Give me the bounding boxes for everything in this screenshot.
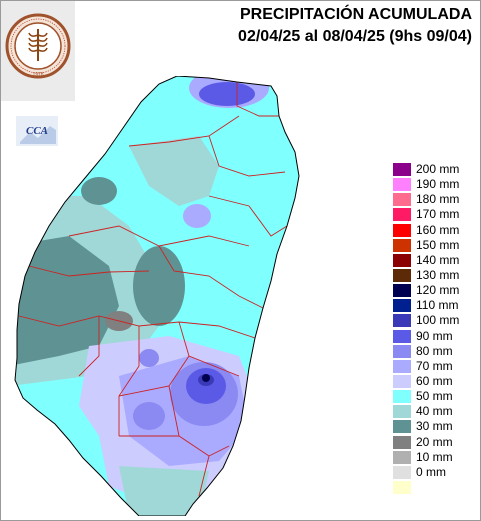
legend-item: 90 mm: [393, 329, 478, 344]
area-30mm-center: [133, 246, 185, 326]
legend-label: 150 mm: [416, 237, 460, 252]
legend-item: 10 mm: [393, 450, 478, 465]
area-40mm-north: [129, 136, 219, 206]
area-30mm-north: [81, 177, 117, 205]
legend-item: 100 mm: [393, 313, 478, 328]
legend-label: 100 mm: [416, 313, 460, 328]
legend-label: 190 mm: [416, 177, 460, 192]
logo-panel: 1978: [1, 1, 75, 101]
legend-swatch: [393, 450, 411, 464]
department-borders: [18, 82, 288, 497]
legend-label: 60 mm: [416, 373, 453, 388]
legend-label: 40 mm: [416, 404, 453, 419]
legend-item: 30 mm: [393, 419, 478, 434]
legend-swatch: [393, 465, 411, 479]
legend-label: 170 mm: [416, 207, 460, 222]
legend-item: 50 mm: [393, 389, 478, 404]
legend-item: 170 mm: [393, 207, 478, 222]
legend-swatch: [393, 208, 411, 222]
area-40mm-south-tip: [119, 466, 209, 516]
legend-label: 120 mm: [416, 283, 460, 298]
precipitation-legend: 200 mm 190 mm 180 mm 170 mm 160 mm 150 mm 140 …: [393, 162, 478, 495]
legend-item: 110 mm: [393, 298, 478, 313]
legend-label: 130 mm: [416, 267, 460, 282]
legend-item: 40 mm: [393, 404, 478, 419]
legend-item: 150 mm: [393, 238, 478, 253]
legend-swatch: [393, 314, 411, 328]
legend-label: 140 mm: [416, 252, 460, 267]
legend-item: 80 mm: [393, 344, 478, 359]
legend-label: 70 mm: [416, 358, 453, 373]
legend-swatch: [393, 193, 411, 207]
legend-item: [393, 480, 478, 495]
legend-swatch: [393, 253, 411, 267]
legend-swatch: [393, 223, 411, 237]
legend-label: 160 mm: [416, 222, 460, 237]
legend-label: 90 mm: [416, 328, 453, 343]
legend-swatch: [393, 420, 411, 434]
legend-swatch: [393, 344, 411, 358]
area-120mm-peak: [202, 374, 210, 382]
legend-label: 80 mm: [416, 343, 453, 358]
legend-label: 30 mm: [416, 419, 453, 434]
legend-label: 20 mm: [416, 434, 453, 449]
legend-label: 180 mm: [416, 192, 460, 207]
legend-label: 200 mm: [416, 162, 460, 176]
legend-swatch: [393, 480, 411, 494]
legend-item: 60 mm: [393, 374, 478, 389]
svg-text:CCA: CCA: [26, 125, 48, 137]
legend-item: 120 mm: [393, 283, 478, 298]
cca-badge-icon: CCA: [16, 116, 58, 146]
area-30mm-west: [15, 236, 119, 366]
legend-swatch: [393, 299, 411, 313]
legend-swatch: [393, 284, 411, 298]
legend-label: 10 mm: [416, 449, 453, 464]
legend-swatch: [393, 359, 411, 373]
legend-item: 20 mm: [393, 435, 478, 450]
legend-swatch: [393, 390, 411, 404]
legend-swatch: [393, 268, 411, 282]
legend-swatch: [393, 374, 411, 388]
legend-item: 140 mm: [393, 253, 478, 268]
legend-item: 70 mm: [393, 359, 478, 374]
legend-swatch: [393, 435, 411, 449]
legend-item: 160 mm: [393, 223, 478, 238]
legend-label: 0 mm: [416, 464, 446, 479]
legend-label: 50 mm: [416, 389, 453, 404]
precipitation-map: [14, 76, 300, 516]
legend-item: 0 mm: [393, 465, 478, 480]
map-subtitle: 02/04/25 al 08/04/25 (9hs 09/04): [238, 28, 472, 45]
area-80mm-southwest-2: [133, 402, 165, 430]
area-80mm-southwest: [139, 349, 159, 367]
legend-item: 130 mm: [393, 268, 478, 283]
area-90mm-northeast: [199, 82, 255, 106]
legend-swatch: [393, 405, 411, 419]
map-title: PRECIPITACIÓN ACUMULADA: [240, 6, 472, 23]
bolsa-cereales-seal-logo: 1978: [5, 13, 71, 79]
legend-item: 180 mm: [393, 192, 478, 207]
legend-swatch: [393, 178, 411, 192]
legend-swatch: [393, 238, 411, 252]
legend-swatch: [393, 329, 411, 343]
svg-text:1978: 1978: [32, 72, 43, 78]
legend-item: 200 mm: [393, 162, 478, 177]
area-70mm-mid: [183, 204, 211, 228]
legend-label: 110 mm: [416, 298, 459, 313]
legend-swatch: [393, 163, 411, 176]
legend-item: 190 mm: [393, 177, 478, 192]
